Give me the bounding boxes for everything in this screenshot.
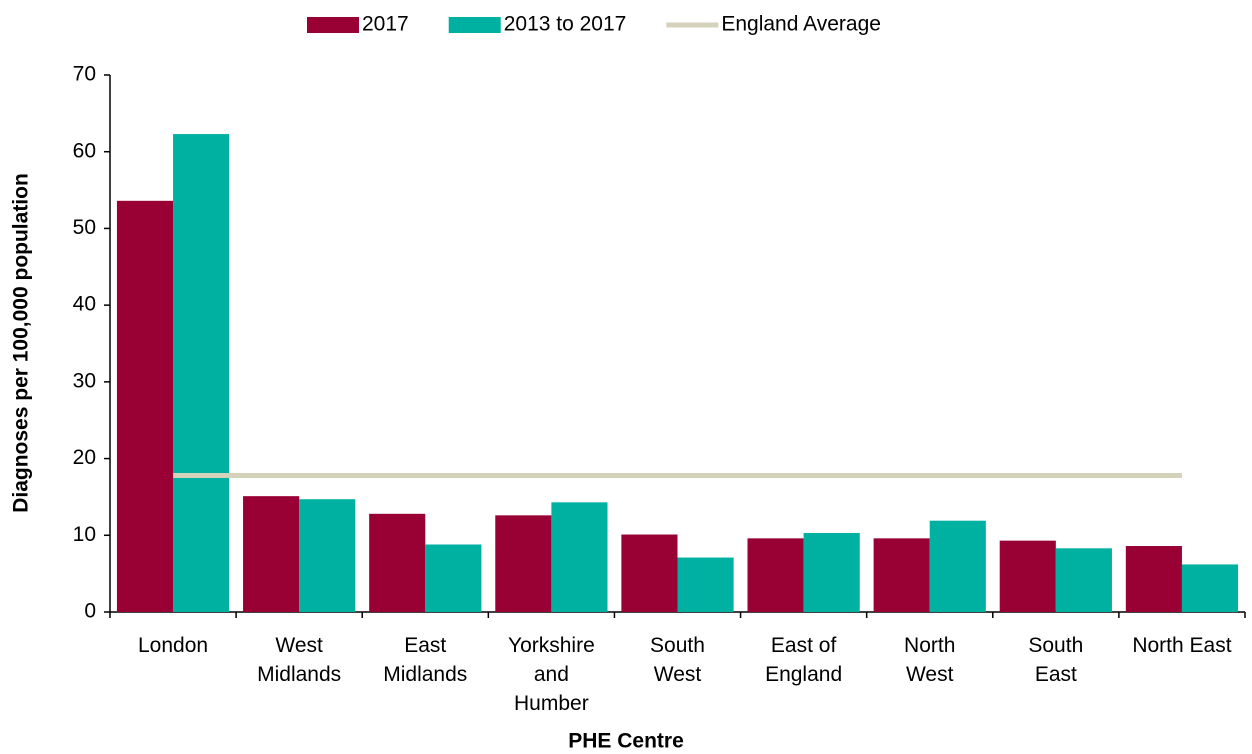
x-axis-title: PHE Centre	[568, 730, 684, 753]
bar	[299, 499, 356, 612]
x-tick-label: North West	[904, 634, 956, 686]
x-tick-label: Yorkshire and Humber	[507, 634, 595, 715]
legend-swatch	[448, 17, 501, 33]
bar	[425, 544, 482, 612]
y-tick-label: 60	[73, 139, 96, 162]
bar	[929, 520, 986, 612]
bar	[1181, 564, 1239, 612]
x-tick-label: North East	[1132, 634, 1232, 657]
legend-swatch	[307, 17, 359, 33]
bar	[116, 200, 174, 612]
bar	[747, 538, 804, 612]
legend-label: 2013 to 2017	[504, 13, 627, 36]
bar	[495, 515, 552, 612]
x-tick-label: London	[138, 634, 209, 657]
bar	[369, 513, 426, 612]
y-tick-label: 0	[84, 600, 96, 623]
bar	[243, 496, 300, 612]
y-tick-label: 50	[73, 216, 96, 239]
x-tick-label: West Midlands	[257, 634, 342, 686]
x-tick-label: South West	[650, 634, 705, 686]
y-tick-label: 10	[73, 523, 96, 546]
bar	[803, 532, 860, 612]
legend-label: England Average	[721, 13, 881, 36]
bar	[1055, 548, 1112, 612]
bar	[677, 557, 734, 612]
bar	[173, 134, 230, 612]
bar	[873, 538, 930, 612]
y-tick-label: 70	[73, 63, 96, 86]
x-tick-label: East of England	[765, 634, 843, 686]
y-tick-label: 20	[73, 446, 96, 469]
legend-label: 2017	[362, 13, 409, 36]
bar	[621, 534, 678, 612]
bar	[999, 540, 1056, 612]
x-tick-label: South East	[1028, 634, 1084, 686]
bar	[1125, 546, 1182, 612]
bar	[551, 502, 608, 612]
y-tick-label: 30	[73, 369, 96, 392]
x-tick-label: East Midlands	[383, 634, 468, 686]
y-axis-title: Diagnoses per 100,000 population	[10, 173, 33, 513]
y-tick-label: 40	[73, 293, 96, 316]
